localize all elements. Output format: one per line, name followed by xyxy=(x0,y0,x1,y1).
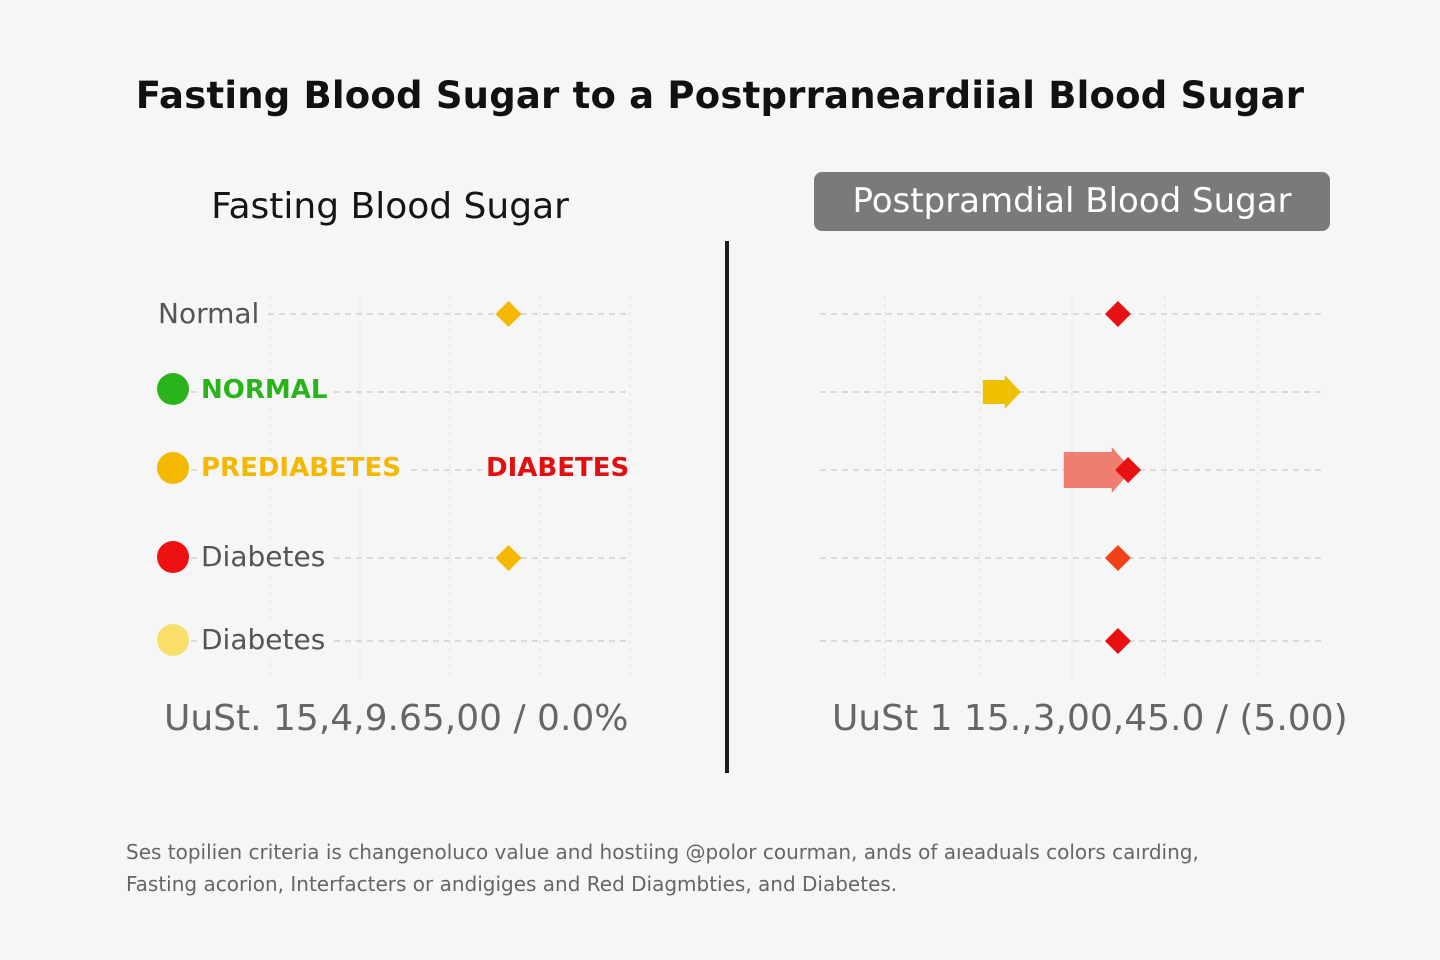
diabetes-status-dot xyxy=(157,541,189,573)
footnote-line-1: Ses topilien criteria is changenoluco va… xyxy=(126,840,1199,864)
row-label-diabetes-2: Diabetes xyxy=(201,623,332,657)
diabetes-light-status-dot xyxy=(157,624,189,656)
fasting-panel-title: Fasting Blood Sugar xyxy=(211,186,569,227)
postprandial-point-5 xyxy=(1104,628,1131,654)
row-label-normal: Normal xyxy=(158,297,266,331)
postprandial-point-1 xyxy=(982,375,1021,409)
postprandial-stat: UuSt 1 15.,3,00,45.0 / (5.00) xyxy=(832,698,1348,739)
fasting-point-1 xyxy=(495,545,522,571)
main-title: Fasting Blood Sugar to a Postprraneardii… xyxy=(135,74,1305,117)
footnote: Ses topilien criteria is changenoluco va… xyxy=(126,836,1276,900)
fasting-point-0 xyxy=(495,301,522,327)
row-label-prediabetes: PREDIABETES xyxy=(201,451,408,485)
footnote-line-2: Fasting acorion, Interfacters or andigig… xyxy=(126,872,898,896)
fasting-grid xyxy=(180,296,631,680)
prediabetes-status-dot xyxy=(157,452,189,484)
row-label-diabetes: Diabetes xyxy=(201,540,332,574)
fasting-stat: UuSt. 15,4,9.65,00 / 0.0% xyxy=(164,698,629,739)
row-label-diabetes-caps: DIABETES xyxy=(482,451,636,485)
postprandial-point-2 xyxy=(1063,447,1132,493)
postprandial-point-4 xyxy=(1104,545,1131,571)
postprandial-marks xyxy=(982,301,1142,654)
fasting-marks xyxy=(495,301,522,571)
normal-status-dot xyxy=(157,373,189,405)
row-label-normal-caps: NORMAL xyxy=(201,373,334,407)
postprandial-point-0 xyxy=(1104,301,1131,327)
postprandial-panel-title: Postpramdial Blood Sugar xyxy=(814,172,1330,231)
panel-divider xyxy=(725,241,729,773)
postprandial-point-3 xyxy=(1115,457,1142,483)
